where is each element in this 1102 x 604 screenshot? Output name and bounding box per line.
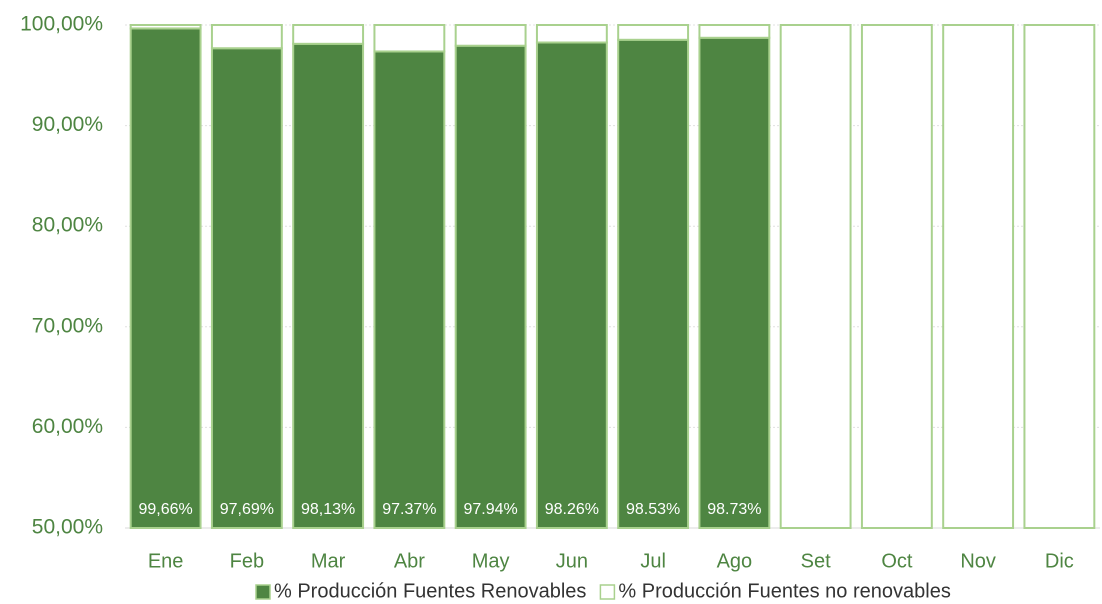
legend-swatch: [599, 584, 616, 600]
y-tick-label: 50,00%: [32, 516, 103, 539]
bar-segment: [129, 24, 202, 30]
bar-segment: [617, 38, 690, 529]
x-tick-label: Jun: [556, 550, 588, 572]
bar-segment: [860, 24, 933, 529]
x-tick-label: Dic: [1045, 550, 1074, 572]
value-label: 98,13%: [301, 501, 355, 518]
value-label: 98.73%: [707, 501, 761, 518]
bar-segment: [373, 24, 446, 53]
x-tick-label: Set: [801, 550, 831, 572]
bar-segment: [698, 24, 771, 39]
value-label: 97.37%: [382, 501, 436, 518]
x-tick-label: Ene: [148, 550, 184, 572]
bar-segment: [292, 24, 365, 45]
bar-segment: [210, 47, 283, 530]
y-tick-label: 100,00%: [20, 13, 103, 36]
x-tick-label: Nov: [960, 550, 996, 572]
x-tick-label: Feb: [230, 550, 264, 572]
bar-segment: [210, 24, 283, 50]
bar-segment: [292, 42, 365, 530]
y-tick-label: 60,00%: [32, 415, 103, 438]
x-tick-label: Ago: [717, 550, 753, 572]
x-tick-label: May: [472, 550, 510, 572]
bar-segment: [454, 24, 527, 47]
x-tick-label: Mar: [311, 550, 346, 572]
y-tick-label: 70,00%: [32, 314, 103, 337]
value-label: 98.53%: [626, 501, 680, 518]
bar-segment: [129, 27, 202, 529]
bar-segment: [373, 50, 446, 530]
bar-segment: [698, 36, 771, 529]
bar-segment: [942, 24, 1015, 529]
x-tick-label: Jul: [640, 550, 666, 572]
bar-segment: [535, 24, 608, 44]
legend-label: % Producción Fuentes no renovables: [618, 580, 950, 602]
bar-segment: [779, 24, 852, 529]
bar-segment: [454, 44, 527, 529]
legend-swatch: [255, 584, 271, 600]
value-label: 97.94%: [463, 501, 517, 518]
value-label: 98.26%: [545, 501, 599, 518]
legend-label: % Producción Fuentes Renovables: [274, 580, 586, 602]
value-label: 99,66%: [138, 501, 192, 518]
x-tick-label: Oct: [881, 550, 913, 572]
value-label: 97,69%: [220, 501, 274, 518]
y-tick-label: 80,00%: [32, 214, 103, 237]
y-tick-label: 90,00%: [32, 113, 103, 136]
bar-segment: [535, 41, 608, 530]
x-tick-label: Abr: [394, 550, 425, 572]
bar-segment: [617, 24, 690, 41]
bar-segment: [1023, 24, 1096, 529]
